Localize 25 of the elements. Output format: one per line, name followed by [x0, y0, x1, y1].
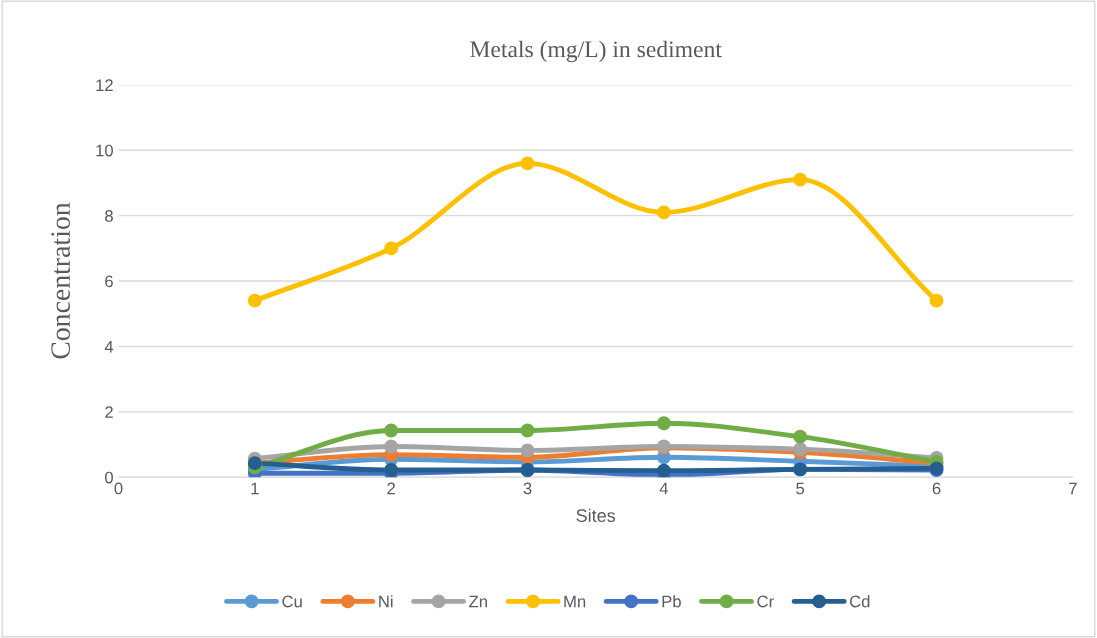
x-tick-label: 4 [659, 482, 668, 495]
x-tick-label: 5 [796, 482, 805, 495]
x-tick-label: 0 [114, 482, 123, 495]
x-tick-label: 7 [1069, 482, 1077, 495]
y-tick-label: 0 [105, 471, 113, 484]
y-axis-title: Concentration [51, 202, 70, 359]
legend-label: Cr [757, 595, 774, 608]
y-tick-label: 8 [105, 210, 113, 222]
y-tick-label: 12 [96, 79, 113, 91]
y-tick-label: 10 [96, 144, 113, 157]
legend-label: Cd [850, 595, 870, 608]
x-tick-label: 1 [251, 482, 259, 495]
legend-label: Mn [564, 595, 586, 608]
x-tick-label: 3 [523, 482, 532, 495]
y-tick-label: 4 [104, 341, 114, 353]
legend-label: Pb [662, 595, 681, 608]
x-tick-label: 6 [932, 482, 941, 495]
x-tick-label: 2 [387, 482, 395, 495]
y-tick-label: 6 [105, 275, 113, 288]
legend-label: Zn [469, 595, 487, 608]
x-axis-title: Sites [576, 508, 616, 522]
chart-title: Metals (mg/L) in sediment [470, 40, 722, 63]
legend-label: Cu [282, 595, 302, 608]
legend-label: Ni [379, 595, 393, 608]
y-tick-label: 2 [105, 406, 113, 418]
